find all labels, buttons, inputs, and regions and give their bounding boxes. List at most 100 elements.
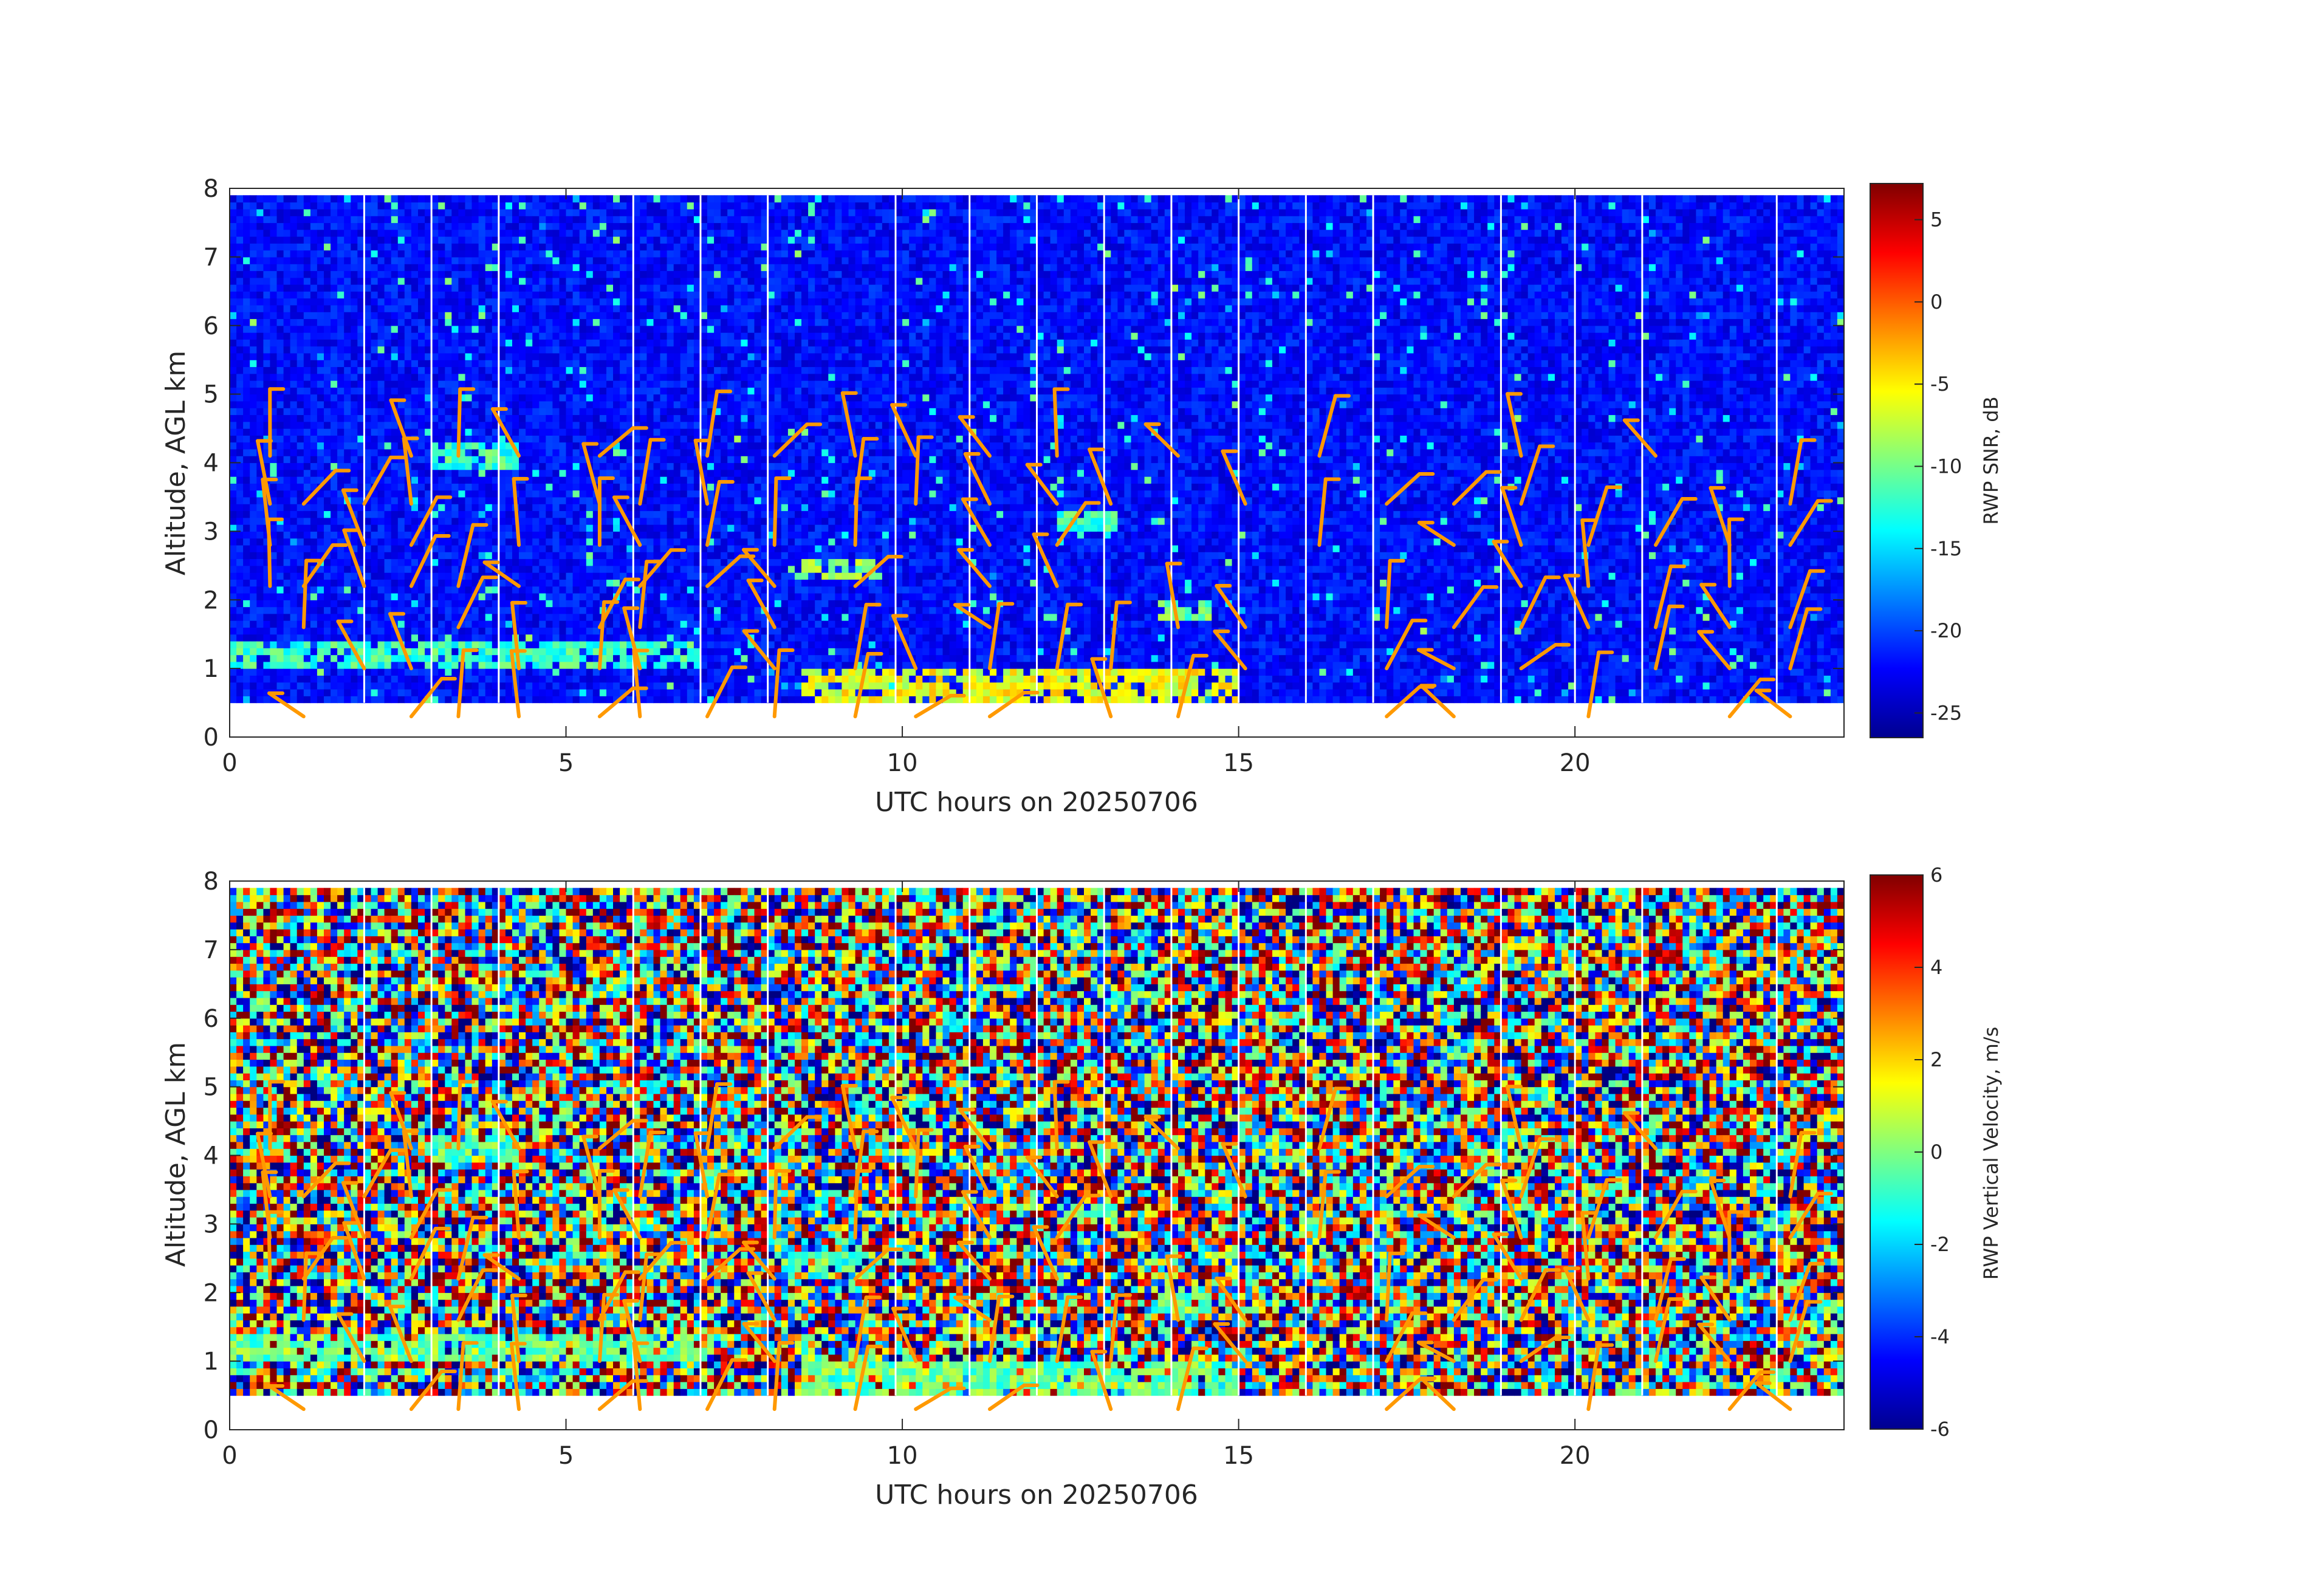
heatmap-cell bbox=[626, 442, 634, 450]
heatmap-cell bbox=[351, 661, 358, 669]
heatmap-cell bbox=[606, 682, 614, 690]
heatmap-cell bbox=[673, 565, 681, 573]
heatmap-cell bbox=[250, 586, 257, 594]
heatmap-cell bbox=[391, 195, 399, 203]
heatmap-cell bbox=[572, 442, 580, 450]
heatmap-cell bbox=[270, 544, 278, 552]
heatmap-cell bbox=[236, 332, 244, 340]
heatmap-cell bbox=[276, 654, 284, 662]
heatmap-cell bbox=[371, 648, 379, 656]
heatmap-cell bbox=[592, 627, 600, 635]
heatmap-cell bbox=[344, 558, 351, 566]
heatmap-cell bbox=[364, 538, 372, 546]
heatmap-cell bbox=[391, 552, 399, 560]
heatmap-cell bbox=[559, 620, 567, 628]
heatmap-cell bbox=[653, 462, 661, 470]
heatmap-cell bbox=[256, 339, 264, 347]
heatmap-cell bbox=[230, 304, 237, 312]
heatmap-cell bbox=[526, 586, 533, 594]
heatmap-cell bbox=[451, 352, 459, 360]
heatmap-cell bbox=[317, 284, 324, 292]
heatmap-cell bbox=[276, 250, 284, 258]
heatmap-cell bbox=[579, 593, 587, 600]
heatmap-cell bbox=[250, 648, 257, 656]
heatmap-cell bbox=[653, 312, 661, 320]
heatmap-cell bbox=[620, 256, 627, 264]
heatmap-cell bbox=[425, 613, 432, 621]
heatmap-cell bbox=[364, 531, 372, 539]
heatmap-cell bbox=[276, 435, 284, 443]
heatmap-cell bbox=[572, 332, 580, 340]
heatmap-cell bbox=[310, 202, 318, 210]
heatmap-cell bbox=[337, 195, 344, 203]
heatmap-cell bbox=[485, 586, 493, 594]
heatmap-cell bbox=[404, 264, 412, 272]
heatmap-cell bbox=[519, 490, 526, 498]
heatmap-cell bbox=[512, 552, 519, 560]
heatmap-cell bbox=[404, 291, 412, 299]
heatmap-cell bbox=[230, 641, 237, 648]
heatmap-cell bbox=[263, 572, 271, 580]
heatmap-cell bbox=[532, 408, 540, 416]
heatmap-cell bbox=[351, 236, 358, 244]
heatmap-cell bbox=[438, 682, 445, 690]
heatmap-cell bbox=[667, 332, 674, 340]
heatmap-cell bbox=[592, 668, 600, 676]
heatmap-cell bbox=[532, 696, 540, 704]
heatmap-cell bbox=[250, 298, 257, 306]
heatmap-cell bbox=[498, 462, 506, 470]
heatmap-cell bbox=[276, 256, 284, 264]
heatmap-cell bbox=[243, 586, 250, 594]
heatmap-cell bbox=[526, 448, 533, 456]
heatmap-cell bbox=[592, 222, 600, 230]
heatmap-cell bbox=[465, 222, 473, 230]
heatmap-cell bbox=[526, 256, 533, 264]
heatmap-cell bbox=[250, 380, 257, 388]
heatmap-cell bbox=[418, 490, 425, 498]
heatmap-cell bbox=[599, 277, 607, 285]
heatmap-cell bbox=[505, 312, 513, 320]
heatmap-cell bbox=[243, 435, 250, 443]
heatmap-cell bbox=[660, 442, 668, 450]
heatmap-cell bbox=[606, 496, 614, 504]
heatmap-cell bbox=[667, 366, 674, 374]
heatmap-cell bbox=[640, 675, 647, 683]
heatmap-cell bbox=[478, 222, 486, 230]
heatmap-cell bbox=[357, 654, 365, 662]
heatmap-cell bbox=[673, 661, 681, 669]
heatmap-cell bbox=[357, 620, 365, 628]
heatmap-cell bbox=[337, 696, 344, 704]
heatmap-cell bbox=[606, 544, 614, 552]
heatmap-cell bbox=[317, 408, 324, 416]
heatmap-cell bbox=[411, 352, 419, 360]
heatmap-cell bbox=[256, 689, 264, 696]
heatmap-cell bbox=[646, 243, 654, 251]
heatmap-cell bbox=[519, 483, 526, 491]
heatmap-cell bbox=[653, 634, 661, 642]
heatmap-cell bbox=[660, 256, 668, 264]
heatmap-cell bbox=[391, 380, 399, 388]
heatmap-cell bbox=[660, 366, 668, 374]
heatmap-cell bbox=[344, 264, 351, 272]
heatmap-cell bbox=[317, 689, 324, 696]
heatmap-cell bbox=[364, 682, 372, 690]
heatmap-cell bbox=[397, 448, 405, 456]
heatmap-cell bbox=[465, 284, 473, 292]
heatmap-cell bbox=[640, 496, 647, 504]
heatmap-cell bbox=[620, 442, 627, 450]
heatmap-cell bbox=[371, 538, 379, 546]
heatmap-cell bbox=[344, 325, 351, 333]
heatmap-cell bbox=[546, 668, 553, 676]
heatmap-cell bbox=[546, 504, 553, 512]
heatmap-cell bbox=[331, 325, 338, 333]
heatmap-cell bbox=[331, 504, 338, 512]
heatmap-cell bbox=[364, 346, 372, 354]
heatmap-cell bbox=[546, 682, 553, 690]
heatmap-cell bbox=[653, 682, 661, 690]
heatmap-cell bbox=[498, 613, 506, 621]
heatmap-cell bbox=[471, 524, 479, 532]
heatmap-cell bbox=[485, 552, 493, 560]
heatmap-cell bbox=[640, 517, 647, 525]
heatmap-cell bbox=[418, 256, 425, 264]
heatmap-cell bbox=[364, 332, 372, 340]
